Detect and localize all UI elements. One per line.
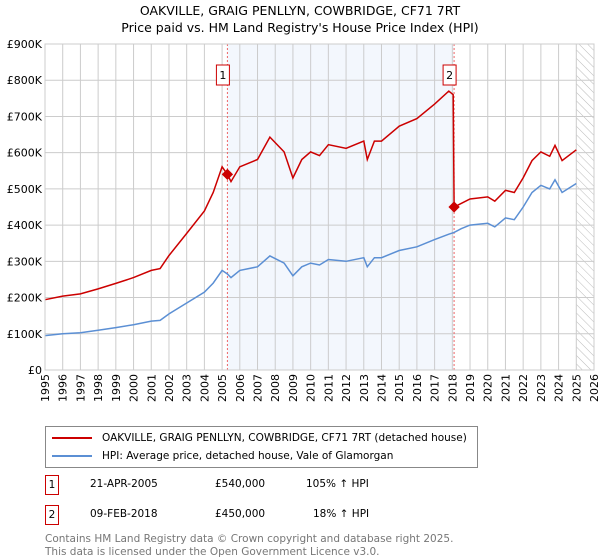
footer-line: This data is licensed under the Open Gov… bbox=[45, 546, 380, 558]
sale-price: £450,000 bbox=[215, 508, 266, 520]
x-tick-label: 2021 bbox=[499, 374, 512, 402]
y-tick-label: £200K bbox=[7, 292, 43, 305]
sale-label-box bbox=[215, 64, 230, 86]
x-tick-label: 2025 bbox=[570, 374, 583, 402]
sale-date: 21-APR-2005 bbox=[90, 478, 158, 490]
sale-point bbox=[221, 168, 234, 181]
x-tick-label: 2005 bbox=[216, 374, 229, 402]
sale-label: 2 bbox=[446, 69, 453, 82]
x-tick-label: 2012 bbox=[340, 374, 353, 402]
x-tick-label: 2016 bbox=[411, 374, 424, 402]
title-line: OAKVILLE, GRAIG PENLLYN, COWBRIDGE, CF71… bbox=[139, 3, 461, 18]
x-tick-label: 1998 bbox=[92, 374, 105, 402]
y-tick-label: £900K bbox=[7, 38, 43, 51]
x-tick-label: 2023 bbox=[535, 374, 548, 402]
x-tick-label: 2007 bbox=[252, 374, 265, 402]
x-tick-label: 2014 bbox=[375, 374, 388, 402]
x-tick-label: 2013 bbox=[358, 374, 371, 402]
hpi-line bbox=[44, 178, 577, 337]
sale-label: 1 bbox=[219, 69, 226, 82]
footer: Contains HM Land Registry data © Crown c… bbox=[45, 533, 453, 559]
sale-hpi: 18% ↑ HPI bbox=[313, 508, 370, 520]
x-tick-label: 2000 bbox=[128, 374, 141, 402]
sale-number-badge: 1 bbox=[45, 475, 59, 495]
x-tick-label: 2003 bbox=[181, 374, 194, 402]
x-tick-label: 2008 bbox=[269, 374, 282, 402]
x-tick-label: 2002 bbox=[163, 374, 176, 402]
legend-label: OAKVILLE, GRAIG PENLLYN, COWBRIDGE, CF71… bbox=[102, 432, 467, 444]
sale-number-badge: 2 bbox=[45, 505, 59, 525]
x-tick-label: 2004 bbox=[198, 374, 211, 402]
legend-item-property: OAKVILLE, GRAIG PENLLYN, COWBRIDGE, CF71… bbox=[52, 431, 467, 445]
x-tick-label: 1997 bbox=[74, 374, 87, 402]
legend-item-hpi: HPI: Average price, detached house, Vale… bbox=[52, 449, 393, 463]
sale-label-box bbox=[442, 64, 457, 86]
x-tick-label: 2019 bbox=[464, 374, 477, 402]
x-tick-label: 1996 bbox=[57, 374, 70, 402]
sale-point bbox=[448, 201, 460, 213]
x-tick-label: 2022 bbox=[517, 374, 530, 402]
x-tick-label: 1999 bbox=[110, 374, 123, 402]
x-tick-label: 2026 bbox=[588, 374, 600, 402]
y-tick-label: £500K bbox=[7, 183, 43, 196]
y-tick-label: £700K bbox=[7, 110, 43, 123]
x-tick-label: 2017 bbox=[429, 374, 442, 402]
shaded-period bbox=[227, 44, 455, 370]
legend: OAKVILLE, GRAIG PENLLYN, COWBRIDGE, CF71… bbox=[45, 426, 478, 468]
x-tick-label: 2020 bbox=[482, 374, 495, 402]
footer-line: Contains HM Land Registry data © Crown c… bbox=[45, 533, 454, 545]
x-tick-label: 2010 bbox=[305, 374, 318, 402]
y-tick-label: £800K bbox=[7, 74, 43, 87]
forecast-hatch bbox=[576, 44, 594, 370]
subtitle-line: Price paid vs. HM Land Registry's House … bbox=[121, 20, 479, 35]
x-tick-label: 2015 bbox=[393, 374, 406, 402]
legend-swatch bbox=[52, 455, 92, 457]
chart-title: OAKVILLE, GRAIG PENLLYN, COWBRIDGE, CF71… bbox=[0, 2, 600, 36]
legend-swatch bbox=[52, 437, 92, 439]
x-tick-label: 2006 bbox=[234, 374, 247, 402]
y-tick-label: £400K bbox=[7, 219, 43, 232]
sale-row: 2 09-FEB-2018 £450,000 18% ↑ HPI bbox=[45, 505, 545, 525]
sale-row: 1 21-APR-2005 £540,000 105% ↑ HPI bbox=[45, 475, 545, 495]
sale-date: 09-FEB-2018 bbox=[90, 508, 158, 520]
x-tick-label: 2009 bbox=[287, 374, 300, 402]
y-tick-label: £0 bbox=[28, 364, 42, 377]
legend-label: HPI: Average price, detached house, Vale… bbox=[102, 450, 394, 462]
y-tick-label: £100K bbox=[7, 328, 43, 341]
sale-price: £540,000 bbox=[215, 478, 266, 490]
x-tick-label: 2018 bbox=[446, 374, 459, 402]
x-tick-label: 2011 bbox=[322, 374, 335, 402]
property-price-line bbox=[44, 90, 577, 301]
x-tick-label: 2024 bbox=[553, 374, 566, 402]
x-tick-label: 2001 bbox=[145, 374, 158, 402]
price-chart: 1995 1996 1997 1998 1999 2000 2001 2002 2003 2004… bbox=[7, 38, 600, 402]
x-tick-label: 1995 bbox=[39, 374, 52, 402]
sale-hpi: 105% ↑ HPI bbox=[306, 478, 369, 490]
plot-frame bbox=[44, 43, 595, 371]
y-tick-label: £600K bbox=[7, 147, 43, 160]
y-tick-label: £300K bbox=[7, 255, 43, 268]
